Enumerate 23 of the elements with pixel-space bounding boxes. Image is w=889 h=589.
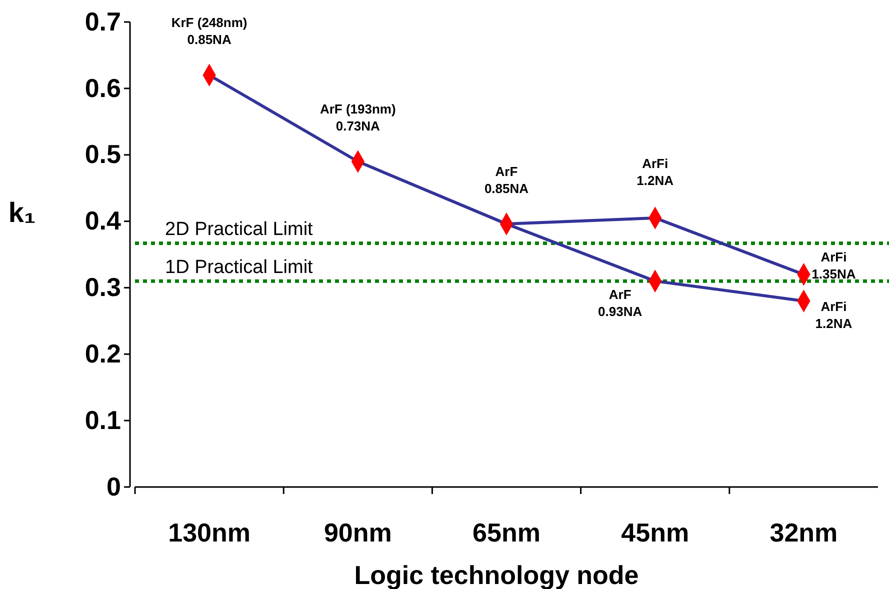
annotation: ArFi 1.2NA: [636, 156, 674, 188]
y-tick-label: 0.7: [84, 6, 121, 36]
x-tick-label: 32nm: [770, 517, 838, 548]
y-axis-title: k₁: [8, 197, 36, 228]
ref-line-label: 2D Practical Limit: [165, 219, 314, 240]
ref-line-label: 1D Practical Limit: [165, 257, 314, 278]
x-tick-label: 90nm: [324, 517, 392, 548]
x-tick-label: 45nm: [621, 517, 690, 548]
y-tick-label: 0.6: [84, 72, 121, 103]
annotation: ArFi 1.35NA: [812, 249, 856, 282]
x-tick-label: 65nm: [472, 517, 540, 548]
annotation: ArF 0.85NA: [484, 164, 530, 196]
annotation: ArFi 1.2NA: [815, 299, 853, 331]
y-tick-label: 0.5: [84, 139, 121, 170]
y-tick-label: 0: [106, 471, 121, 502]
y-tick-label: 0.2: [84, 338, 121, 368]
annotation: ArF 0.93NA: [598, 287, 643, 320]
annotation: KrF (248nm) 0.85NA: [171, 15, 248, 48]
annotation: ArF (193nm) 0.73NA: [320, 102, 396, 134]
y-tick-label: 0.4: [84, 206, 122, 236]
x-tick-label: 130nm: [168, 517, 250, 548]
y-tick-label: 0.3: [84, 272, 121, 302]
y-tick-label: 0.1: [84, 404, 121, 435]
